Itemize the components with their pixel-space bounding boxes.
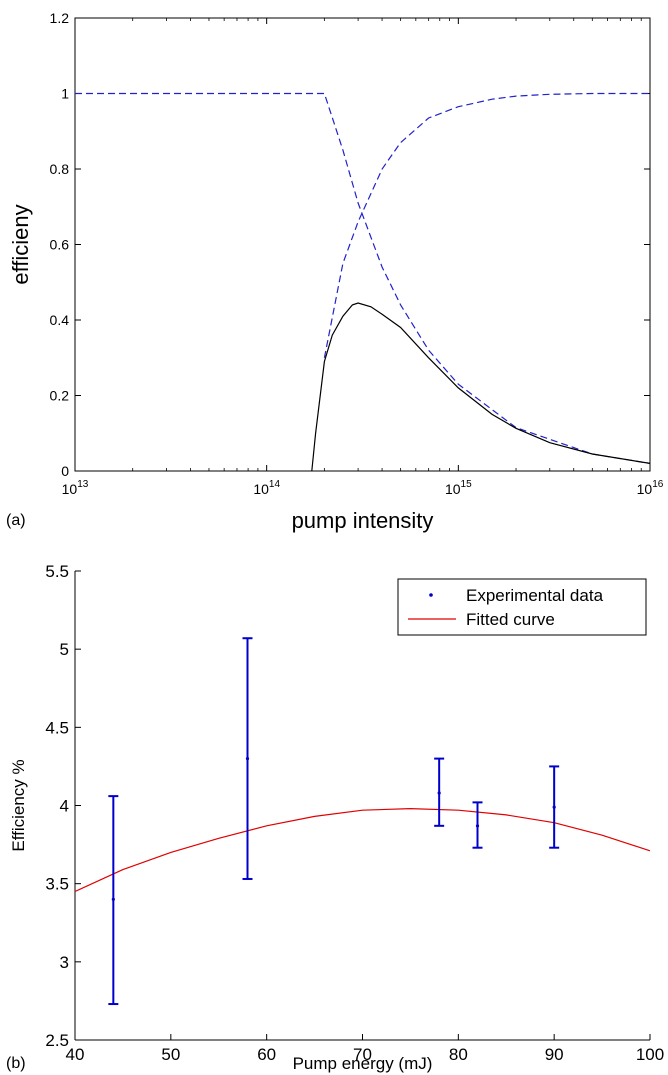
- efficiency-curve: [311, 302, 651, 472]
- legend-label-fitted: Fitted curve: [466, 610, 555, 629]
- y-axis-label: Efficiency %: [9, 759, 28, 851]
- dashed-curve-0: [75, 92, 651, 464]
- y-tick-label: 0.8: [50, 161, 70, 177]
- x-tick-label: 90: [545, 1045, 564, 1064]
- y-tick-label: 5: [60, 640, 69, 659]
- y-tick-label: 4.5: [45, 718, 69, 737]
- x-tick-label: 1013: [62, 479, 89, 497]
- data-point: [552, 805, 556, 809]
- y-tick-label: 3.5: [45, 875, 69, 894]
- panel-a: 1013 1014 1015 1016 0 0.2 0.4 0.6 0.8 1 1.2 pump in…: [6, 10, 664, 533]
- x-tick-label: 60: [257, 1045, 276, 1064]
- data-point: [245, 757, 250, 761]
- panel-label-b: (b): [6, 1055, 26, 1072]
- panel-b: 40 50 60 70 80 90 100 2.5 3 3.5 4 4.5 5 5.5 Experiment…: [6, 562, 664, 1073]
- data-point: [111, 897, 115, 901]
- x-tick-label: 80: [449, 1045, 468, 1064]
- y-tick-label: 5.5: [45, 562, 69, 581]
- y-tick-label: 3: [60, 953, 69, 972]
- y-tick-label: 2.5: [45, 1031, 69, 1050]
- x-tick-label: 40: [66, 1045, 85, 1064]
- x-tick-label: 1016: [637, 479, 664, 497]
- plot-frame: [74, 17, 651, 472]
- legend-label-experimental: Experimental data: [466, 586, 604, 605]
- y-tick-label: 1: [61, 86, 69, 102]
- panel-label-a: (a): [6, 512, 26, 529]
- y-axis-label: efficieny: [8, 204, 33, 284]
- x-tick-label: 70: [353, 1045, 372, 1064]
- y-tick-label: 4: [60, 797, 69, 816]
- x-tick-label: 1015: [445, 479, 472, 497]
- x-tick-label: 50: [161, 1045, 180, 1064]
- fitted-curve: [74, 807, 651, 893]
- y-tick-label: 1.2: [50, 10, 70, 26]
- x-axis-label: pump intensity: [292, 508, 434, 533]
- data-point: [475, 824, 480, 828]
- dashed-curve-1: [323, 92, 650, 358]
- y-tick-label: 0.6: [50, 237, 70, 253]
- data-point: [437, 791, 441, 795]
- x-tick-label: 100: [636, 1045, 664, 1064]
- y-tick-label: 0.2: [50, 388, 70, 404]
- y-tick-label: 0.4: [50, 312, 70, 328]
- legend-box: [397, 578, 647, 636]
- legend-marker-experimental: [429, 593, 433, 597]
- y-tick-label: 0: [61, 463, 69, 479]
- x-tick-label: 1014: [253, 479, 280, 497]
- x-axis-label: Pump energy (mJ): [293, 1054, 433, 1073]
